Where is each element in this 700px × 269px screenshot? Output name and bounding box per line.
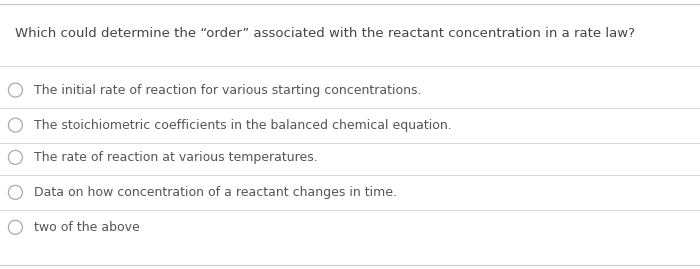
Text: The stoichiometric coefficients in the balanced chemical equation.: The stoichiometric coefficients in the b… [34, 119, 452, 132]
Text: two of the above: two of the above [34, 221, 139, 234]
Text: The rate of reaction at various temperatures.: The rate of reaction at various temperat… [34, 151, 317, 164]
Text: Which could determine the “order” associated with the reactant concentration in : Which could determine the “order” associ… [15, 27, 636, 40]
Text: The initial rate of reaction for various starting concentrations.: The initial rate of reaction for various… [34, 84, 421, 97]
Text: Data on how concentration of a reactant changes in time.: Data on how concentration of a reactant … [34, 186, 397, 199]
